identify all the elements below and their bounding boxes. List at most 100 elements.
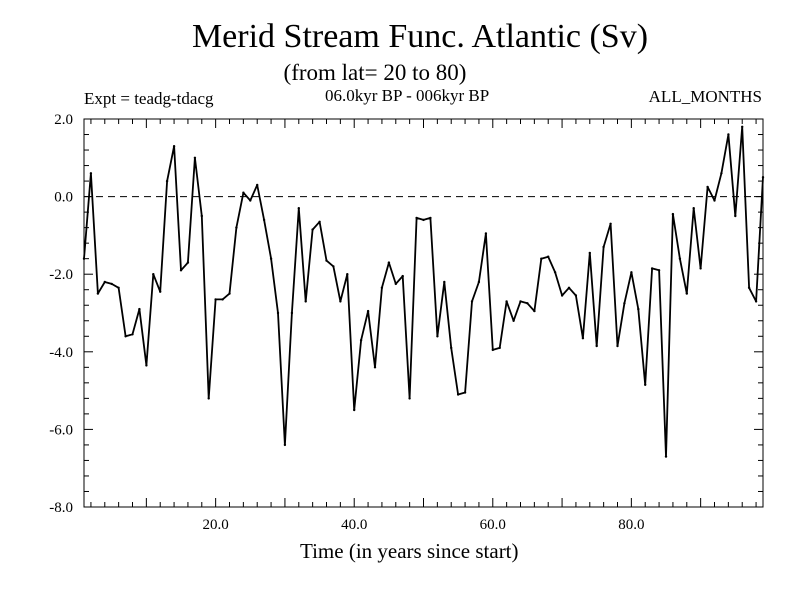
data-point bbox=[82, 257, 86, 260]
data-point bbox=[242, 191, 245, 194]
data-point bbox=[152, 273, 155, 276]
data-point bbox=[456, 393, 460, 396]
data-point bbox=[533, 309, 536, 313]
data-point bbox=[567, 286, 571, 289]
data-point bbox=[450, 346, 453, 350]
data-point bbox=[415, 216, 418, 220]
data-point bbox=[574, 294, 578, 297]
data-point bbox=[332, 265, 335, 268]
data-point bbox=[262, 218, 266, 222]
data-point bbox=[498, 346, 501, 350]
data-point bbox=[623, 302, 626, 305]
data-point bbox=[526, 302, 529, 305]
data-point bbox=[505, 300, 508, 303]
data-point bbox=[200, 214, 203, 218]
data-point bbox=[685, 292, 688, 295]
data-point bbox=[692, 207, 695, 210]
data-point bbox=[484, 232, 488, 235]
data-point bbox=[408, 397, 411, 400]
data-point bbox=[678, 257, 682, 260]
data-point bbox=[706, 185, 709, 189]
x-tick-label: 40.0 bbox=[341, 517, 367, 533]
data-point bbox=[103, 280, 107, 284]
y-axis-ticks: 2.0 0.0 -2.0 -4.0 -6.0 -8.0 bbox=[49, 112, 73, 516]
data-point bbox=[429, 216, 432, 220]
data-point bbox=[165, 179, 169, 183]
data-point bbox=[311, 228, 314, 231]
data-point bbox=[616, 344, 619, 348]
data-point bbox=[581, 337, 585, 340]
y-tick-label: -6.0 bbox=[49, 422, 73, 438]
y-tick-label: -2.0 bbox=[49, 267, 73, 283]
data-point bbox=[512, 319, 515, 322]
data-point bbox=[761, 176, 765, 179]
data-point bbox=[89, 172, 93, 175]
data-point bbox=[436, 335, 439, 338]
y-tick-label: -8.0 bbox=[49, 500, 73, 516]
data-point bbox=[630, 271, 633, 274]
data-point bbox=[373, 366, 377, 369]
data-point bbox=[671, 212, 675, 216]
data-point bbox=[359, 339, 363, 342]
data-point bbox=[519, 300, 522, 303]
data-point bbox=[713, 199, 716, 202]
data-point bbox=[720, 172, 723, 175]
data-point bbox=[276, 311, 280, 315]
data-point bbox=[470, 300, 474, 303]
data-point bbox=[346, 273, 349, 276]
data-point bbox=[734, 214, 737, 218]
data-point bbox=[290, 311, 294, 315]
data-point bbox=[131, 333, 134, 336]
data-point bbox=[602, 245, 605, 249]
x-tick-label: 60.0 bbox=[480, 517, 506, 533]
data-point bbox=[366, 309, 370, 313]
data-point bbox=[443, 280, 446, 284]
data-point bbox=[297, 207, 300, 210]
data-point bbox=[186, 261, 190, 264]
data-point bbox=[283, 443, 287, 447]
data-point bbox=[221, 298, 224, 301]
data-point bbox=[699, 267, 702, 270]
data-point bbox=[207, 397, 210, 400]
x-tick-label: 80.0 bbox=[618, 517, 644, 533]
data-point bbox=[657, 269, 661, 272]
experiment-label: Expt = teadg-tdacg bbox=[84, 89, 214, 108]
data-point bbox=[609, 222, 612, 225]
data-point bbox=[172, 145, 176, 148]
data-point bbox=[325, 259, 328, 262]
data-point bbox=[394, 282, 397, 286]
chart-title: Merid Stream Func. Atlantic (Sv) bbox=[191, 18, 649, 55]
data-point bbox=[588, 251, 591, 255]
data-point bbox=[553, 271, 557, 274]
data-point bbox=[422, 218, 425, 222]
y-tick-label: 0.0 bbox=[54, 190, 73, 206]
data-point bbox=[235, 226, 238, 229]
data-point bbox=[644, 383, 647, 386]
data-points bbox=[82, 125, 765, 458]
data-point bbox=[110, 282, 113, 286]
data-point bbox=[339, 300, 342, 303]
data-point bbox=[477, 280, 481, 284]
data-point bbox=[595, 344, 598, 348]
data-point bbox=[387, 261, 391, 264]
data-point bbox=[179, 269, 183, 272]
chart-subtitle: (from lat= 20 to 80) bbox=[283, 60, 467, 85]
data-point bbox=[117, 286, 120, 289]
data-point bbox=[380, 286, 384, 289]
data-point bbox=[637, 307, 640, 311]
y-tick-label: -4.0 bbox=[49, 345, 73, 361]
months-label: ALL_MONTHS bbox=[648, 87, 762, 106]
x-tick-label: 20.0 bbox=[203, 517, 229, 533]
data-point bbox=[664, 455, 668, 458]
data-point bbox=[145, 364, 148, 367]
data-point bbox=[138, 307, 141, 311]
data-point bbox=[754, 300, 758, 303]
data-point bbox=[159, 290, 162, 293]
data-point bbox=[727, 133, 730, 136]
data-point bbox=[96, 292, 100, 295]
y-tick-label: 2.0 bbox=[54, 112, 73, 128]
data-point bbox=[463, 391, 467, 394]
data-point bbox=[540, 257, 543, 260]
data-point bbox=[249, 199, 252, 202]
